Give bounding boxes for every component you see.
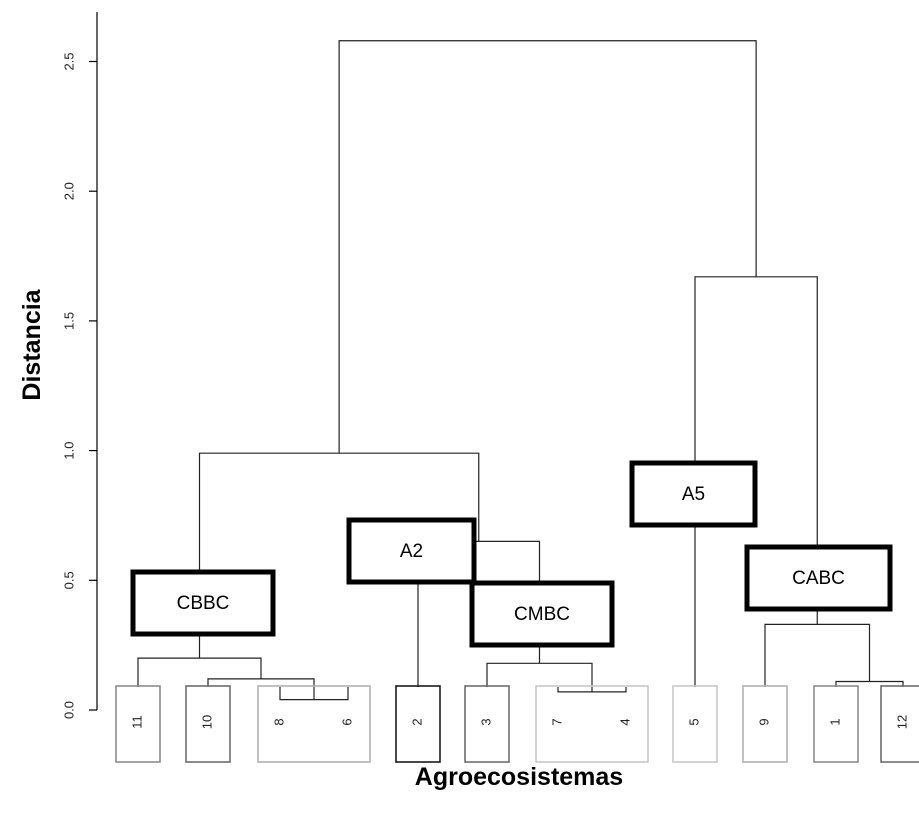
group-box-frame <box>130 569 276 637</box>
leaf-label: 7 <box>549 718 564 725</box>
group-label: CBBC <box>177 593 230 614</box>
group-label: CABC <box>792 568 845 589</box>
y-tick-label: 0.0 <box>61 701 76 719</box>
leaf-box <box>880 685 919 763</box>
leaf-box <box>395 685 441 763</box>
group-label: CMBC <box>514 604 570 625</box>
group-box-cbbc: CBBC <box>130 569 276 637</box>
leaf-box <box>672 685 718 763</box>
y-axis-title: Distancia <box>18 288 46 400</box>
y-axis: 0.0 0.5 1.0 1.5 2.0 2.5 <box>61 12 98 719</box>
group-box-a2: A2 <box>346 517 477 585</box>
leaf-label: 5 <box>686 718 701 725</box>
y-tick-label: 1.5 <box>61 312 76 330</box>
leaf-box <box>464 685 510 763</box>
leaf-label: 2 <box>409 718 424 725</box>
y-tick-label: 2.0 <box>61 182 76 200</box>
group-box-a5: A5 <box>629 460 758 528</box>
leaf-box <box>257 685 371 763</box>
group-box-frame <box>629 460 758 528</box>
leaf-label: 1 <box>827 718 842 725</box>
group-box-frame <box>346 517 477 585</box>
leaf-label: 8 <box>271 718 286 725</box>
dendrogram-link <box>486 662 593 692</box>
leaf-label: 3 <box>478 718 493 725</box>
leaf-box <box>813 685 859 763</box>
group-labels: CBBC A2 CMBC A5 CABC <box>130 460 893 648</box>
x-axis-title: Agroecosistemas <box>415 763 623 791</box>
leaf-label: 10 <box>199 715 214 729</box>
dendrogram-link <box>137 657 262 687</box>
leaf-box <box>185 685 231 763</box>
dendrogram-link <box>764 623 871 687</box>
leaf-label: 9 <box>756 718 771 725</box>
group-label: A5 <box>682 484 705 505</box>
y-tick-label: 0.5 <box>61 571 76 589</box>
leaf-labels: 11 10 8 6 2 3 7 4 5 9 1 12 <box>129 715 909 729</box>
leaf-label: 6 <box>339 718 354 725</box>
dendrogram-link <box>338 40 757 454</box>
group-box-cmbc: CMBC <box>469 580 615 648</box>
leaf-label: 11 <box>129 715 144 729</box>
dendrogram-link <box>207 678 315 700</box>
leaf-box <box>535 685 649 763</box>
group-box-frame <box>469 580 615 648</box>
group-box-cabc: CABC <box>744 544 893 612</box>
leaf-box <box>742 685 788 763</box>
leaf-label: 12 <box>894 715 909 729</box>
group-label: A2 <box>400 541 423 562</box>
leaf-label: 4 <box>617 718 632 725</box>
y-tick-label: 2.5 <box>61 52 76 70</box>
y-tick-label: 1.0 <box>61 442 76 460</box>
group-box-frame <box>744 544 893 612</box>
leaf-box <box>115 685 161 763</box>
leaf-boxes <box>115 685 919 763</box>
